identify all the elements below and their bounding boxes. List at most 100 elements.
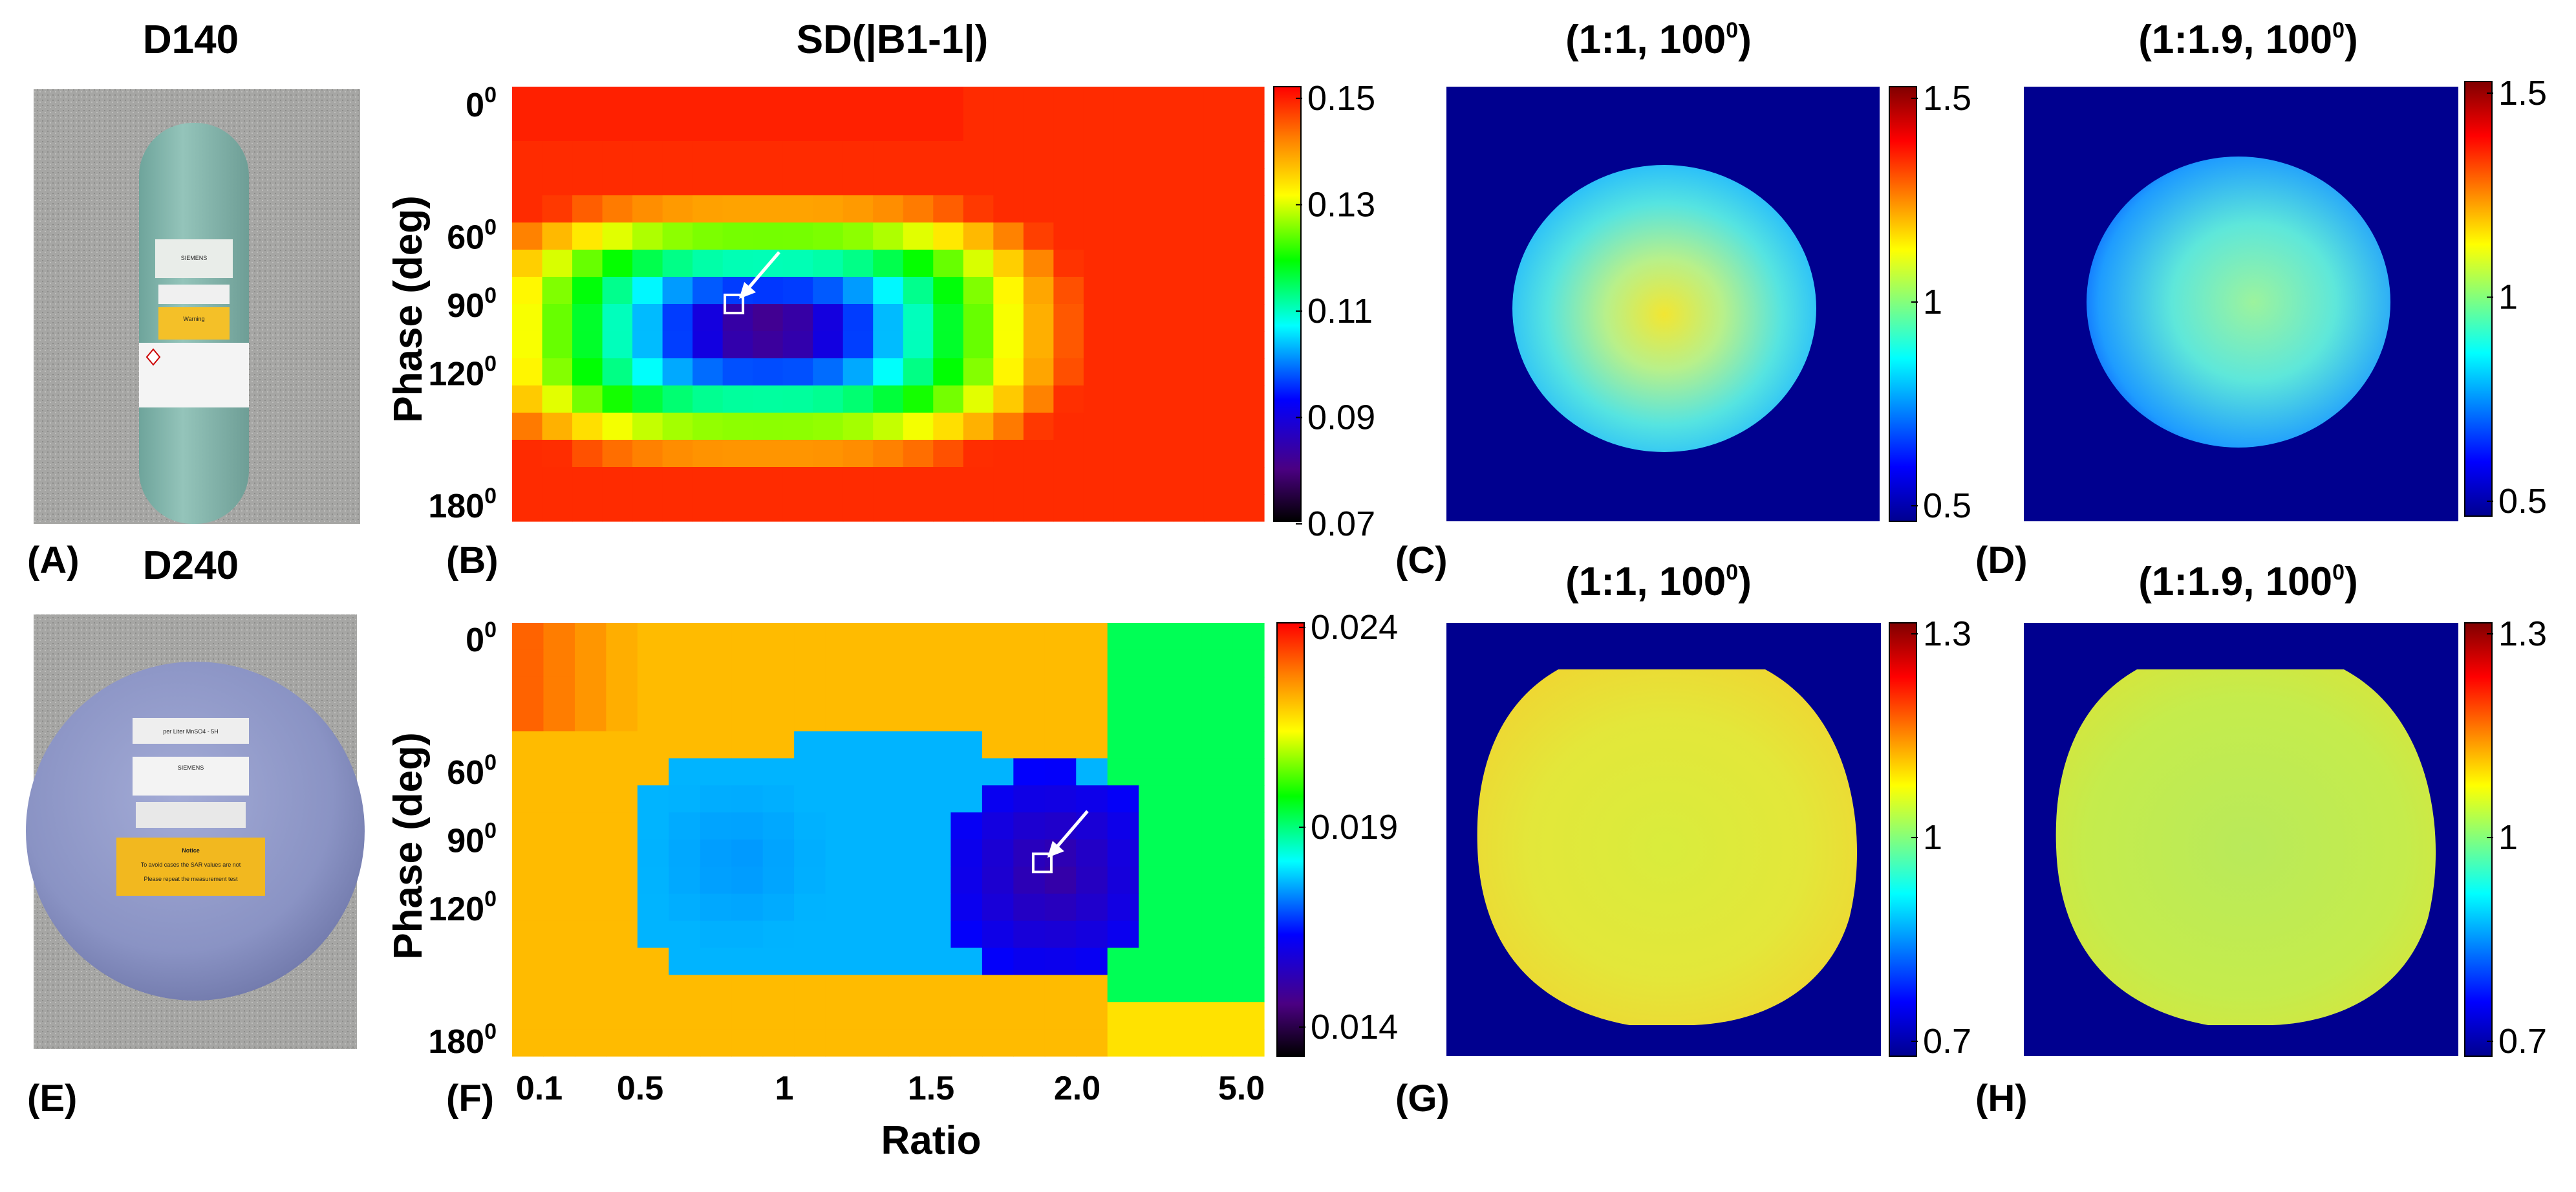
ylabel-b: Phase (deg) xyxy=(386,195,431,422)
label-c: (C) xyxy=(1395,539,1448,581)
heatmap-f-cell xyxy=(857,731,889,759)
heatmap-b-cell xyxy=(1234,304,1265,332)
heatmap-f-cell xyxy=(919,1002,952,1030)
heatmap-b-cell xyxy=(1143,331,1175,359)
heatmap-b-cell xyxy=(1023,440,1054,468)
heatmap-b-cell xyxy=(843,277,874,305)
heatmap-b-cell xyxy=(933,141,964,169)
heatmap-f-cell xyxy=(1107,840,1139,867)
heatmap-b-cell xyxy=(813,168,844,196)
heatmap-b-cell xyxy=(1053,440,1084,468)
heatmap-b-cell xyxy=(1203,277,1235,305)
heatmap-b-cell xyxy=(1203,141,1235,169)
heatmap-f-cell xyxy=(637,785,669,813)
heatmap-f-cell xyxy=(1076,1029,1108,1057)
heatmap-f-cell xyxy=(982,840,1014,867)
heatmap-b-cell xyxy=(1023,250,1054,277)
heatmap-b-cell xyxy=(873,87,904,114)
heatmap-b-cell xyxy=(722,304,753,332)
heatmap-b-cell xyxy=(1113,304,1144,332)
heatmap-b-cell xyxy=(1174,87,1205,114)
heatmap-f-cell xyxy=(1107,758,1139,786)
heatmap-f-cell xyxy=(794,758,826,786)
heatmap-b-cell xyxy=(933,358,964,386)
heatmap-b-cell xyxy=(1083,250,1114,277)
heatmap-b-cell xyxy=(1023,385,1054,413)
colorbar-f-label: 0.019 xyxy=(1311,808,1398,847)
heatmap-b-cell xyxy=(782,250,813,277)
heatmap-f-cell xyxy=(950,893,983,922)
d240-label-text-3: Notice xyxy=(182,847,200,854)
heatmap-b-cell xyxy=(873,250,904,277)
colorbar-f-ticks: 0.024 0.019 0.014 xyxy=(1299,608,1398,1046)
heatmap-b-cell xyxy=(602,358,633,386)
heatmap-f-cell xyxy=(1013,731,1046,759)
heatmap-b-cell xyxy=(722,385,753,413)
heatmap-f-cell xyxy=(982,623,1014,651)
heatmap-b-cell xyxy=(1203,304,1235,332)
heatmap-b-cell xyxy=(572,467,603,495)
heatmap-b-cell xyxy=(993,304,1024,332)
heatmap-f-cell xyxy=(950,704,983,732)
heatmap-b-cell xyxy=(782,141,813,169)
heatmap-b-cell xyxy=(1113,141,1144,169)
colorbar-h-label: 0.7 xyxy=(2498,1022,2547,1061)
heatmap-b-cell xyxy=(933,331,964,359)
heatmap-b-cell xyxy=(632,467,663,495)
heatmap-f-cell xyxy=(669,840,701,867)
colorbar-d-label: 1.5 xyxy=(2498,74,2547,113)
heatmap-f-cell xyxy=(543,1002,575,1030)
heatmap-b-cell xyxy=(602,304,633,332)
heatmap-b-cell xyxy=(662,385,693,413)
heatmap-b-cell xyxy=(692,277,724,305)
heatmap-b-cell xyxy=(1023,277,1054,305)
heatmap-f-cell xyxy=(1044,893,1077,922)
heatmap-b-cell xyxy=(813,494,844,522)
heatmap-f-cell xyxy=(1044,1029,1077,1057)
heatmap-f-cell xyxy=(794,1002,826,1030)
heatmap-b-cell xyxy=(1234,331,1265,359)
heatmap-b-cell xyxy=(993,331,1024,359)
heatmap-f-cell xyxy=(1170,812,1202,840)
ytick-b-tick: 900 xyxy=(447,283,497,325)
heatmap-b-cell xyxy=(572,385,603,413)
heatmap-b-cell xyxy=(843,385,874,413)
heatmap-f-cell xyxy=(1232,893,1265,922)
heatmap-b-cell xyxy=(602,277,633,305)
heatmap-b-cell xyxy=(993,87,1024,114)
heatmap-b-cell xyxy=(782,385,813,413)
heatmap-b-cell xyxy=(903,250,934,277)
heatmap-b-cell xyxy=(1234,494,1265,522)
heatmap-f-cell xyxy=(700,785,732,813)
photo-d240: per Liter MnSO4 - 5H SIEMENS Notice To a… xyxy=(26,614,365,1049)
heatmap-b-cell xyxy=(782,87,813,114)
heatmap-b-cell xyxy=(1083,331,1114,359)
heatmap-b-cell xyxy=(813,413,844,440)
heatmap-b-cell xyxy=(753,304,784,332)
heatmap-f-cell xyxy=(762,758,795,786)
heatmap-b-cell xyxy=(1023,413,1054,440)
heatmap-f-cell xyxy=(1170,1002,1202,1030)
heatmap-b-cell xyxy=(843,87,874,114)
heatmap-b-cell xyxy=(572,413,603,440)
heatmap-b-cell xyxy=(692,141,724,169)
heatmap-f-cell xyxy=(606,785,638,813)
heatmap-b-cell xyxy=(813,195,844,223)
heatmap-b-cell xyxy=(542,467,573,495)
heatmap-b-cell xyxy=(963,467,994,495)
heatmap-f-cell xyxy=(982,1002,1014,1030)
heatmap-b-cell xyxy=(692,87,724,114)
heatmap-b-cell xyxy=(1234,222,1265,250)
heatmap-f-cell xyxy=(1201,758,1234,786)
heatmap-f-cell xyxy=(762,704,795,732)
heatmap-b-cell xyxy=(753,385,784,413)
heatmap-f-cell xyxy=(606,731,638,759)
heatmap-b-cell xyxy=(1083,385,1114,413)
heatmap-b-cell xyxy=(1143,87,1175,114)
heatmap-b-cell xyxy=(572,195,603,223)
colorbar-b-label: 0.15 xyxy=(1307,79,1375,118)
heatmap-b-cell xyxy=(1203,222,1235,250)
heatmap-b-cell xyxy=(963,277,994,305)
heatmap-b-cell xyxy=(1053,304,1084,332)
heatmap-f-cell xyxy=(825,677,857,705)
